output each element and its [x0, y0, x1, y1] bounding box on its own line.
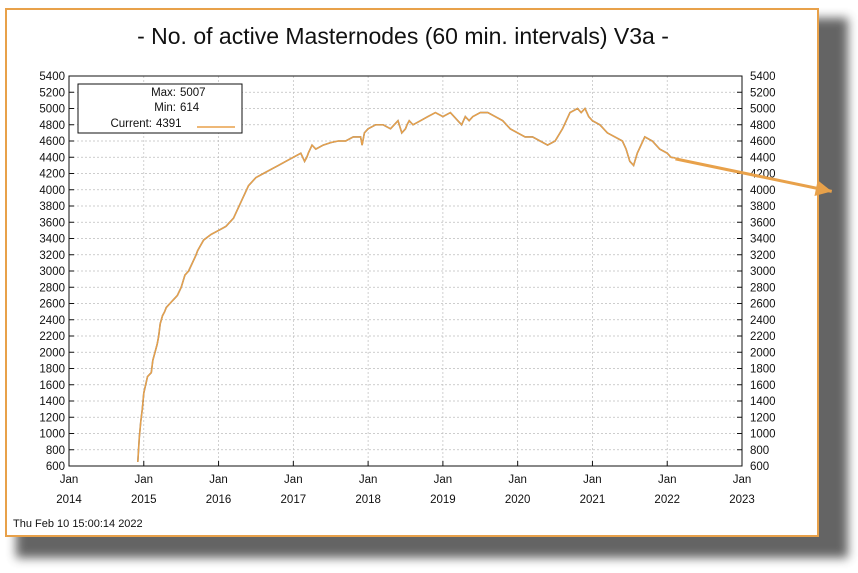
y-tick-label: 1800: [750, 364, 776, 376]
y-tick-label: 4200: [39, 169, 65, 181]
y-tick-label: 4800: [39, 120, 65, 132]
x-tick-year: 2021: [580, 494, 606, 506]
x-tick-year: 2022: [654, 494, 680, 506]
y-tick-label: 4400: [39, 152, 65, 164]
y-tick-label: 800: [46, 445, 65, 457]
x-tick-month: Jan: [135, 474, 154, 486]
y-tick-label: 2000: [39, 347, 65, 359]
plot-border: [68, 75, 743, 467]
y-tick-label: 3600: [39, 217, 65, 229]
annotation-arrow-line: [675, 157, 833, 193]
y-axis-left: 600 800 1000 1200 1400 1600 1800 2000 2200 2400 26…: [39, 71, 74, 473]
y-tick-label: 3800: [750, 201, 776, 213]
y-tick-label: 1000: [750, 429, 776, 441]
y-tick-label: 2200: [750, 331, 776, 343]
y-tick-label: 4000: [750, 185, 776, 197]
annotation-arrow-head: [814, 180, 832, 196]
timestamp: Thu Feb 10 15:00:14 2022: [13, 518, 143, 530]
legend-current-value: 4391: [156, 118, 182, 130]
y-tick-label: 1800: [39, 364, 65, 376]
x-tick-year: 2014: [56, 494, 82, 506]
y-tick-label: 600: [750, 461, 769, 473]
x-tick-year: 2017: [281, 494, 307, 506]
x-tick-month: Jan: [434, 474, 453, 486]
y-tick-label: 3200: [39, 250, 65, 262]
y-tick-label: 3600: [750, 217, 776, 229]
x-tick-year: 2015: [131, 494, 157, 506]
y-tick-label: 4600: [750, 136, 776, 148]
x-axis: Jan 2014 Jan 2015 Jan 2016 Jan 2017 Jan 2018 Jan 20…: [56, 461, 755, 506]
y-tick-label: 3000: [750, 266, 776, 278]
x-tick-year: 2020: [505, 494, 531, 506]
y-tick-label: 2000: [750, 347, 776, 359]
y-tick-label: 2400: [39, 315, 65, 327]
x-tick-month: Jan: [209, 474, 228, 486]
plot-area: [68, 75, 743, 467]
y-tick-label: 3400: [39, 234, 65, 246]
y-tick-label: 1600: [750, 380, 776, 392]
y-tick-label: 5400: [39, 71, 65, 83]
y-tick-label: 5000: [39, 104, 65, 116]
legend-max-label: Max:: [151, 87, 176, 99]
legend-box: [77, 83, 243, 134]
y-tick-label: 1600: [39, 380, 65, 392]
y-axis-right: 600 800 1000 1200 1400 1600 1800 2000 2200 2400 26…: [737, 71, 776, 473]
annotations: [675, 157, 833, 196]
x-tick-month: Jan: [60, 474, 79, 486]
y-tick-label: 1200: [750, 412, 776, 424]
grid: [68, 75, 743, 467]
y-tick-label: 4000: [39, 185, 65, 197]
y-tick-label: 2600: [39, 299, 65, 311]
y-tick-label: 1200: [39, 412, 65, 424]
y-tick-label: 5000: [750, 104, 776, 116]
y-tick-label: 2600: [750, 299, 776, 311]
y-tick-label: 3400: [750, 234, 776, 246]
y-tick-label: 2200: [39, 331, 65, 343]
y-tick-label: 1400: [750, 396, 776, 408]
series-layer: [137, 107, 676, 462]
y-tick-label: 2800: [39, 282, 65, 294]
y-tick-label: 4400: [750, 152, 776, 164]
x-tick-year: 2018: [355, 494, 381, 506]
y-tick-label: 3200: [750, 250, 776, 262]
chart-title: - No. of active Masternodes (60 min. int…: [137, 23, 669, 49]
y-tick-label: 1000: [39, 429, 65, 441]
x-tick-month: Jan: [658, 474, 677, 486]
x-tick-month: Jan: [508, 474, 527, 486]
y-tick-label: 2400: [750, 315, 776, 327]
legend-max-value: 5007: [180, 87, 206, 99]
legend-current-label: Current:: [110, 118, 152, 130]
series-line: [137, 107, 676, 462]
legend: Max: 5007 Min: 614 Current: 4391: [77, 83, 243, 134]
x-tick-month: Jan: [583, 474, 602, 486]
legend-min-label: Min:: [154, 102, 176, 114]
y-tick-label: 3000: [39, 266, 65, 278]
y-tick-label: 5200: [39, 87, 65, 99]
x-tick-month: Jan: [284, 474, 303, 486]
y-tick-label: 4800: [750, 120, 776, 132]
x-tick-year: 2019: [430, 494, 456, 506]
y-tick-label: 3800: [39, 201, 65, 213]
y-tick-label: 4600: [39, 136, 65, 148]
x-tick-year: 2016: [206, 494, 232, 506]
y-tick-label: 800: [750, 445, 769, 457]
y-tick-label: 1400: [39, 396, 65, 408]
x-tick-year: 2023: [729, 494, 755, 506]
y-tick-label: 5400: [750, 71, 776, 83]
y-tick-label: 600: [46, 461, 65, 473]
x-tick-month: Jan: [733, 474, 752, 486]
y-tick-label: 5200: [750, 87, 776, 99]
y-tick-label: 2800: [750, 282, 776, 294]
x-tick-month: Jan: [359, 474, 378, 486]
legend-min-value: 614: [180, 102, 200, 114]
